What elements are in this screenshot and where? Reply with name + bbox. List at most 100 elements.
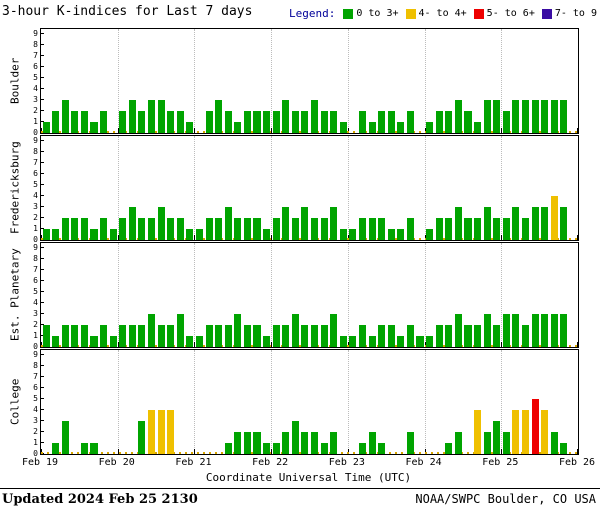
- k-bar: [512, 207, 520, 240]
- y-tick-label: 5: [33, 394, 38, 404]
- k-bar: [311, 325, 319, 347]
- k-bar: [521, 325, 530, 347]
- k-bar: [483, 314, 491, 347]
- k-bar: [109, 229, 117, 240]
- k-bar: [454, 207, 462, 240]
- y-tick-label: 3: [33, 95, 38, 105]
- k-bar: [435, 111, 443, 133]
- k-bar: [52, 111, 60, 133]
- y-tick-label: 7: [33, 51, 38, 61]
- k-bar: [502, 218, 510, 240]
- legend-item: 7- to 9: [541, 8, 597, 19]
- y-tick-label: 3: [33, 309, 38, 319]
- day-tick: [271, 128, 273, 133]
- day-gridline: [117, 350, 119, 454]
- k-bar: [349, 336, 357, 347]
- k-bar: [61, 325, 69, 347]
- day-tick: [271, 342, 273, 347]
- x-tick-label: Feb 26: [558, 457, 596, 468]
- y-tick: [41, 269, 44, 271]
- y-tick: [41, 365, 44, 367]
- y-tick-label: 5: [33, 287, 38, 297]
- k-bar: [42, 325, 50, 347]
- day-tick: [194, 449, 196, 454]
- day-tick: [347, 342, 349, 347]
- k-bar: [186, 122, 194, 133]
- legend-label: Legend:: [288, 7, 336, 20]
- k-bar: [109, 336, 117, 347]
- day-tick: [194, 128, 196, 133]
- k-bar: [176, 111, 184, 133]
- k-bar: [464, 111, 472, 133]
- k-bar: [119, 111, 127, 133]
- y-tick-label: 1: [33, 224, 38, 234]
- k-bar: [493, 421, 501, 454]
- k-bar: [272, 218, 280, 240]
- y-tick-label: 6: [33, 169, 38, 179]
- k-bar: [550, 100, 558, 133]
- k-bar: [128, 207, 136, 240]
- k-bar: [560, 207, 568, 240]
- k-bar: [167, 410, 175, 454]
- k-bar: [378, 443, 386, 454]
- y-tick: [41, 409, 44, 411]
- k-bar: [90, 229, 98, 240]
- k-bar: [464, 325, 472, 347]
- k-bar: [493, 325, 501, 347]
- day-tick: [577, 235, 578, 240]
- k-bar: [435, 218, 443, 240]
- legend-item-label: 0 to 3+: [356, 8, 399, 19]
- k-bar: [195, 229, 203, 240]
- source-text: NOAA/SWPC Boulder, CO USA: [415, 492, 596, 506]
- k-bar: [301, 432, 309, 454]
- k-bar: [71, 111, 79, 133]
- y-tick-label: 1: [33, 117, 38, 127]
- y-tick: [41, 291, 44, 293]
- k-bar: [100, 218, 108, 240]
- k-bar: [426, 336, 434, 347]
- k-bar: [282, 432, 290, 454]
- k-bar: [301, 207, 309, 240]
- k-bar: [90, 443, 98, 454]
- k-bar: [167, 111, 175, 133]
- k-bar: [119, 325, 127, 347]
- day-gridline: [501, 29, 503, 133]
- panel-college: College 0 1 2 3 4 5 6 7 8 9: [9, 349, 579, 458]
- day-tick: [41, 128, 42, 133]
- y-tick-label: 7: [33, 265, 38, 275]
- k-bar: [80, 218, 88, 240]
- k-bar: [397, 229, 405, 240]
- k-bar: [205, 111, 213, 133]
- k-bar: [541, 100, 549, 133]
- k-bar: [406, 218, 414, 240]
- k-bar: [42, 229, 50, 240]
- y-tick: [41, 184, 44, 186]
- k-bar: [253, 432, 261, 454]
- k-bar: [272, 111, 280, 133]
- k-bar: [387, 325, 395, 347]
- k-bar: [176, 218, 184, 240]
- y-tick-label: 2: [33, 106, 38, 116]
- y-tick-label: 6: [33, 276, 38, 286]
- k-bar: [157, 207, 165, 240]
- k-bar: [61, 218, 69, 240]
- k-bar: [358, 111, 367, 133]
- k-bar: [502, 111, 510, 133]
- day-gridline: [271, 243, 273, 347]
- y-tick: [41, 77, 44, 79]
- k-bar: [224, 443, 232, 454]
- y-tick-label: 8: [33, 40, 38, 50]
- k-bar: [176, 314, 184, 347]
- k-bar: [358, 443, 367, 454]
- y-tick: [41, 387, 44, 389]
- y-tick-label: 0: [33, 342, 38, 351]
- y-tick: [41, 110, 44, 112]
- k-bar: [253, 325, 261, 347]
- x-tick-label: Feb 19: [21, 457, 59, 468]
- k-bar: [100, 111, 108, 133]
- k-bar: [301, 325, 309, 347]
- k-bar: [186, 229, 194, 240]
- day-gridline: [501, 136, 503, 240]
- k-bar: [138, 421, 146, 454]
- legend-swatch: [343, 8, 354, 19]
